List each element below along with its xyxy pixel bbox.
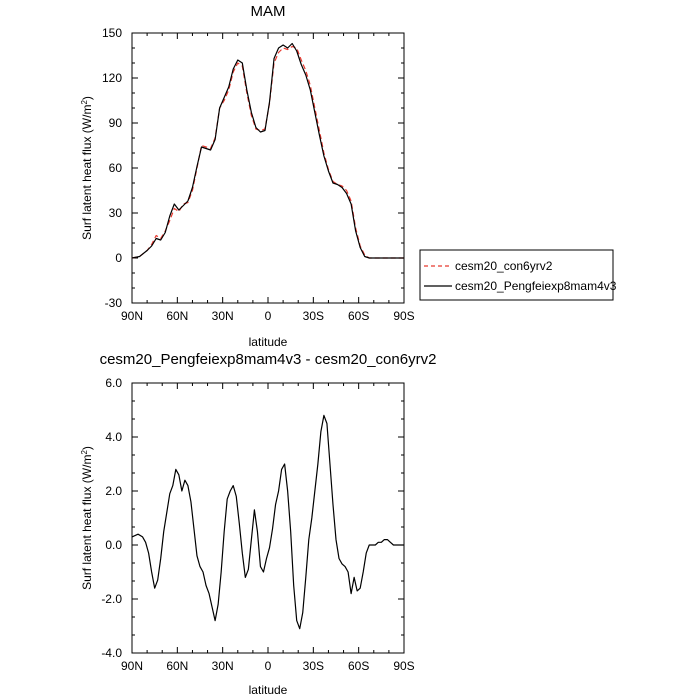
- bottom-y-tick-label: 0.0: [105, 538, 122, 552]
- legend-box: [419, 249, 614, 301]
- bottom-y-tick-label: -4.0: [101, 646, 122, 660]
- bottom-plot-frame: [131, 382, 405, 654]
- top-panel: MAM 90N 60N 30N 0 30S 60S 90S-300306090120150 …: [80, 3, 617, 349]
- top-legend: cesm20_con6yrv2 cesm20_Pengfeiexp8mam4v3: [419, 249, 617, 301]
- bottom-y-tick-label: 4.0: [105, 430, 122, 444]
- top-x-tick-label: 30S: [303, 309, 324, 323]
- bottom-x-tick-label: 30N: [212, 659, 234, 673]
- legend-label-pengfei: cesm20_Pengfeiexp8mam4v3: [455, 279, 617, 293]
- bottom-series-line-1: [131, 414, 404, 630]
- top-x-tick-label: 90N: [121, 309, 143, 323]
- top-series-line-1: [131, 45, 404, 259]
- top-y-tick-label: 0: [115, 251, 122, 265]
- top-y-tick-label: 60: [109, 161, 123, 175]
- top-x-tick-label: 60S: [348, 309, 369, 323]
- top-chart-title: MAM: [251, 3, 286, 20]
- top-x-axis-label: latitude: [249, 335, 288, 349]
- top-x-tick-label: 90S: [393, 309, 414, 323]
- top-y-axis-label: Surf latent heat flux (W/m2): [80, 96, 95, 240]
- top-y-tick-label: 90: [109, 116, 123, 130]
- top-plot-frame: [131, 32, 405, 304]
- bottom-y-tick-label: -2.0: [101, 592, 122, 606]
- legend-label-con6yrv2: cesm20_con6yrv2: [455, 259, 553, 273]
- top-y-tick-label: 120: [102, 71, 122, 85]
- bottom-plot-area: 90N 60N 30N 0 30S 60S 90S -4.0 -2.0 0.0 2.0 4.0 6.0: [101, 376, 414, 673]
- top-x-tick-label: 0: [265, 309, 272, 323]
- bottom-x-tick-label: 60N: [166, 659, 188, 673]
- bottom-x-tick-label: 90S: [393, 659, 414, 673]
- top-x-tick-label: 30N: [212, 309, 234, 323]
- bottom-x-tick-label: 60S: [348, 659, 369, 673]
- bottom-x-tick-label: 0: [265, 659, 272, 673]
- top-y-tick-label: 30: [109, 206, 123, 220]
- top-y-tick-label: -30: [105, 296, 123, 310]
- top-x-tick-label: 60N: [166, 309, 188, 323]
- bottom-y-tick-label: 2.0: [105, 484, 122, 498]
- bottom-x-axis-label: latitude: [249, 683, 288, 697]
- top-y-tick-label: 150: [102, 26, 122, 40]
- bottom-x-tick-label: 30S: [303, 659, 324, 673]
- bottom-x-tick-label: 90N: [121, 659, 143, 673]
- top-series-line-2: [131, 42, 404, 259]
- top-plot-area: 90N 60N 30N 0 30S 60S 90S -30 0 30 60 90 120 150: [102, 26, 415, 323]
- bottom-y-tick-label: 6.0: [105, 376, 122, 390]
- bottom-panel: cesm20_Pengfeiexp8mam4v3 - cesm20_con6yr…: [80, 351, 437, 697]
- bottom-y-axis-label: Surf latent heat flux (W/m2): [80, 446, 95, 590]
- bottom-chart-title: cesm20_Pengfeiexp8mam4v3 - cesm20_con6yr…: [100, 351, 437, 368]
